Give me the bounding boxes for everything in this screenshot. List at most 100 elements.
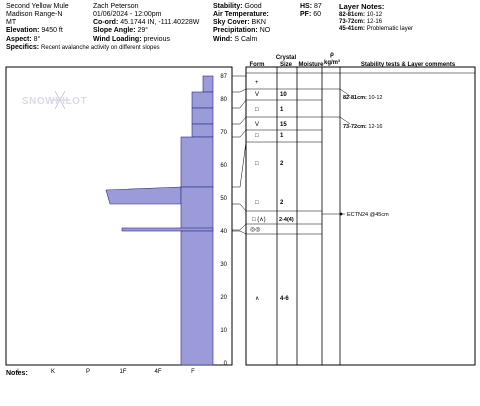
state: MT [6,19,17,26]
x-tick: I [17,369,19,375]
layer-bar [191,91,214,109]
y-tick: 80 [220,97,227,103]
form-cell: □ [255,133,259,139]
coord-value: 45.1744 IN, -111.40228W [120,19,200,26]
aspect-value: 8° [33,36,41,43]
y-tick: 0 [224,361,228,367]
layer-table: Crystal Form Size Moisture ρ kg/m³ Stabi… [232,52,476,366]
slope-value: 29° [137,27,149,34]
x-tick: 4F [154,369,161,375]
wind-value: S Calm [234,36,258,43]
range: Madison Range-N [6,11,63,18]
datetime: 01/06/2024 - 12:00pm [93,11,162,18]
hardness-layers [105,75,214,366]
size-cell: 2 [280,200,284,206]
layer-note: 45-41cm: Problematic layer [339,26,414,32]
y-tick: 60 [220,163,227,169]
hardness-ticks: I K P 1F 4F F [17,369,195,375]
form-header: Form [250,62,265,68]
form-cell: □ (∧) [252,217,266,223]
layer-bar [180,186,214,231]
layer-bar [105,186,182,205]
coord-label: Co-ord: [93,19,119,26]
comment-item: 82-81cm: 10-12 [343,95,382,101]
precip-value: NO [259,27,271,34]
layer-note: 73-72cm: 12-16 [339,19,383,25]
form-cell: + [255,80,259,86]
size-cell: 2-4(4) [279,217,294,223]
stability-label: Stability: [213,3,243,10]
elevation-label: Elevation: [6,27,40,34]
layer-bar [191,107,214,125]
notes-label: Notes: [6,370,28,377]
size-cell: 15 [280,122,287,128]
y-tick: 50 [220,196,227,202]
precip-label: Precipitation: [213,27,258,34]
location-name: Second Yellow Mule [6,3,69,10]
table-headers: Crystal Form Size Moisture ρ kg/m³ Stabi… [250,52,456,68]
form-cell: V [255,122,259,128]
snowpilot-watermark: SNOWPILOT [22,90,87,110]
y-tick: 30 [220,262,227,268]
x-tick: P [86,369,90,375]
pf-value: 60 [313,11,322,18]
air-temp-label: Air Temperature: [213,11,269,18]
form-cell: ◎◎ [250,227,260,233]
form-cell: □ [255,107,259,113]
form-cell: □ [255,200,259,206]
size-cell: 1 [280,107,284,113]
hs-label: HS: [300,3,313,10]
size-cell: 10 [280,92,287,98]
x-tick: F [191,369,195,375]
snowflake-icon [50,90,70,110]
stability-value: Good [244,3,262,10]
pf-label: PF: [300,11,312,18]
x-tick: K [51,369,55,375]
hs-value: 87 [314,3,322,10]
moisture-header: Moisture [298,62,324,68]
elevation-value: 9450 ft [41,27,63,34]
size-header: Size [280,62,293,68]
y-tick: 10 [220,328,227,334]
rho-header: ρ [330,52,334,58]
wind-label: Wind: [213,36,233,43]
form-cell: V [255,92,259,98]
connector-lines [232,75,247,235]
stability-test-marker-icon [339,212,343,216]
layer-notes-title: Layer Notes: [339,2,385,11]
comment-item: ECTN24 @45cm [347,212,389,218]
observer: Zach Peterson [93,3,139,10]
comments-column: 82-81cm: 10-12 73-72cm: 12-16 ECTN24 @45… [339,95,389,218]
watermark-text: SNOWPILOT [22,96,87,107]
wind-loading-label: Wind Loading: [93,36,142,43]
y-tick: 40 [220,229,227,235]
layer-note: 82-81cm: 10-12 [339,12,383,18]
y-tick: 70 [220,130,227,136]
comment-item: 73-72cm: 12-16 [343,124,382,130]
size-cell: 2 [280,161,284,167]
crystal-header: Crystal [276,55,297,61]
form-cell: ∧ [255,296,259,302]
wind-loading-value: previous [143,36,170,43]
size-cell: 1 [280,133,284,139]
form-cell: □ [255,161,259,167]
x-tick: 1F [119,369,126,375]
y-tick: 87 [220,74,227,80]
slope-label: Slope Angle: [93,27,136,34]
layer-bar [180,230,214,366]
layer-bar [202,75,214,93]
table-rows: + V 10 □ 1 V 15 □ 1 □ 2 □ 2 □ (∧) 2-4(4)… [250,80,294,302]
comments-header: Stability tests & Layer comments [361,62,456,68]
aspect-label: Aspect: [6,36,32,43]
specifics-label: Specifics: [6,44,40,51]
size-cell: 4-6 [280,296,289,302]
depth-ticks: 87 80 70 60 50 40 30 20 10 0 [220,74,227,367]
y-tick: 20 [220,295,227,301]
layer-bar [180,136,214,188]
row-separators [246,88,351,235]
density-header: kg/m³ [324,59,340,66]
specifics-value: Recent avalanche activity on different s… [41,45,160,51]
layer-bar [191,123,214,138]
layer-bar [121,227,214,232]
